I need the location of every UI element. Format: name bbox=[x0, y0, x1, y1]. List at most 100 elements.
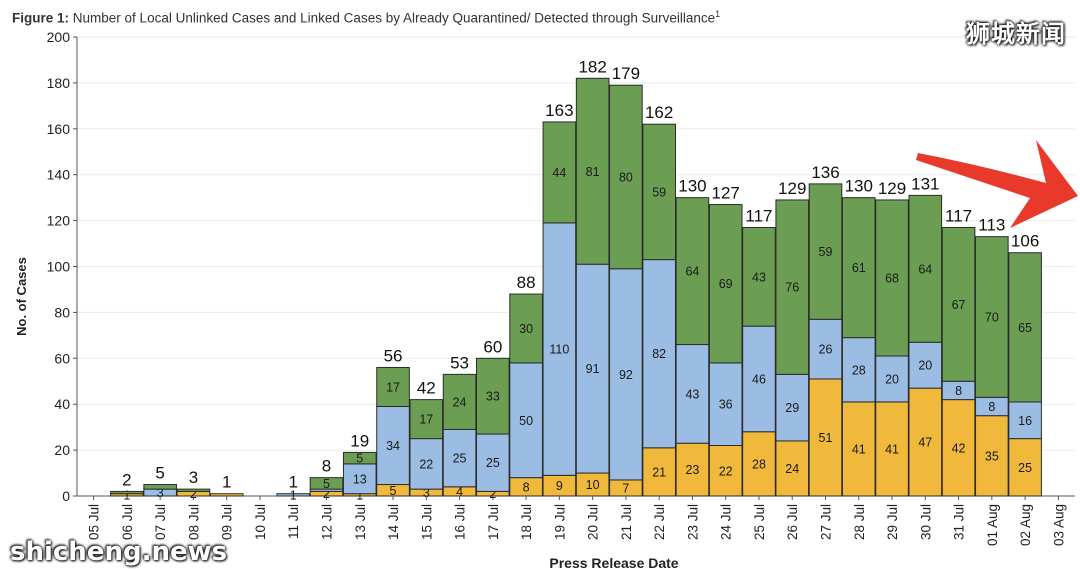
segment-value-label: 61 bbox=[852, 261, 866, 275]
bar-segment bbox=[1008, 401, 1042, 440]
segment-value-label: 8 bbox=[955, 384, 962, 398]
segment-value-label: 13 bbox=[353, 472, 367, 486]
bar-segment bbox=[742, 431, 776, 497]
x-tick-label: 29 Jul bbox=[885, 504, 900, 540]
x-tick-label: 26 Jul bbox=[785, 504, 800, 540]
bar-total-label: 56 bbox=[384, 346, 403, 365]
segment-value-label: 25 bbox=[1018, 461, 1032, 475]
bar-segment bbox=[575, 77, 610, 265]
segment-value-label: 33 bbox=[486, 390, 500, 404]
segment-value-label: 1 bbox=[123, 488, 130, 502]
bar-total-label: 131 bbox=[911, 174, 939, 193]
x-tick-label: 14 Jul bbox=[386, 504, 401, 540]
segment-value-label: 41 bbox=[852, 442, 866, 456]
segment-value-label: 4 bbox=[456, 485, 463, 499]
bar-total-label: 136 bbox=[811, 163, 839, 182]
segment-value-label: 65 bbox=[1018, 321, 1032, 335]
bar-total-label: 117 bbox=[945, 206, 972, 225]
bar-segment bbox=[642, 259, 676, 449]
bar-total-label: 117 bbox=[745, 206, 772, 225]
bar-segment bbox=[975, 415, 1009, 497]
bar-segment bbox=[1008, 438, 1042, 497]
segment-value-label: 20 bbox=[885, 372, 899, 386]
x-tick-label: 31 Jul bbox=[952, 504, 967, 540]
x-tick-label: 20 Jul bbox=[586, 504, 601, 540]
bar-total-label: 60 bbox=[483, 337, 502, 356]
segment-value-label: 80 bbox=[619, 170, 633, 184]
y-tick-label: 80 bbox=[54, 304, 70, 320]
x-tick-label: 08 Jul bbox=[186, 504, 201, 540]
segment-value-label: 43 bbox=[685, 387, 699, 401]
y-axis-title: No. of Cases bbox=[14, 257, 29, 336]
segment-value-label: 5 bbox=[390, 484, 397, 498]
segment-value-label: 2 bbox=[190, 487, 197, 501]
bar-segment bbox=[642, 123, 676, 261]
segment-value-label: 30 bbox=[519, 322, 533, 336]
bar-segment bbox=[409, 438, 444, 490]
bar-total-label: 1 bbox=[222, 473, 231, 492]
y-tick-label: 60 bbox=[54, 350, 70, 366]
bar-segment bbox=[708, 204, 743, 364]
segment-value-label: 22 bbox=[719, 464, 733, 478]
y-tick-label: 0 bbox=[62, 488, 70, 504]
bar-segment bbox=[808, 318, 843, 380]
bar-segment bbox=[975, 236, 1009, 398]
x-tick-label: 01 Aug bbox=[985, 504, 1000, 546]
x-tick-label: 13 Jul bbox=[353, 504, 368, 540]
x-tick-label: 30 Jul bbox=[918, 504, 933, 540]
bar-segment bbox=[875, 199, 909, 357]
bar-total-label: 42 bbox=[417, 379, 436, 398]
x-tick-label: 15 Jul bbox=[419, 504, 434, 540]
bar-segment bbox=[908, 387, 943, 497]
segment-value-label: 76 bbox=[785, 281, 799, 295]
segment-value-label: 92 bbox=[619, 368, 633, 382]
bar-segment bbox=[176, 488, 211, 492]
segment-value-label: 59 bbox=[652, 185, 666, 199]
segment-value-label: 81 bbox=[586, 165, 600, 179]
bar-total-label: 53 bbox=[450, 353, 469, 372]
segment-value-label: 25 bbox=[486, 456, 500, 470]
x-tick-label: 22 Jul bbox=[652, 504, 667, 540]
bar-segment bbox=[808, 183, 843, 320]
bar-segment bbox=[209, 493, 244, 497]
x-tick-label: 07 Jul bbox=[153, 504, 168, 540]
segment-value-label: 64 bbox=[685, 265, 699, 279]
segment-value-label: 1 bbox=[356, 488, 363, 502]
bar-total-label: 8 bbox=[322, 457, 331, 476]
segment-value-label: 41 bbox=[885, 442, 899, 456]
segment-value-label: 47 bbox=[918, 436, 932, 450]
bar-segment bbox=[309, 477, 344, 490]
segment-value-label: 68 bbox=[885, 271, 899, 285]
segment-value-label: 34 bbox=[386, 439, 400, 453]
x-tick-label: 11 Jul bbox=[286, 504, 301, 539]
x-tick-label: 24 Jul bbox=[719, 504, 734, 540]
x-tick-label: 21 Jul bbox=[619, 504, 634, 540]
bar-segment bbox=[941, 399, 976, 497]
bar-segment bbox=[575, 263, 610, 474]
y-tick-label: 140 bbox=[47, 167, 71, 183]
segment-value-label: 67 bbox=[952, 298, 966, 312]
y-tick-label: 160 bbox=[47, 121, 71, 137]
bar-segment bbox=[875, 401, 909, 497]
bar-total-label: 129 bbox=[778, 179, 806, 198]
x-tick-label: 06 Jul bbox=[120, 504, 135, 540]
bar-segment bbox=[775, 199, 810, 375]
segment-value-label: 10 bbox=[586, 478, 600, 492]
bar-segment bbox=[841, 401, 876, 497]
red-arrow-icon bbox=[916, 140, 1078, 228]
segment-value-label: 24 bbox=[453, 395, 467, 409]
bar-segment bbox=[908, 194, 943, 343]
bar-total-label: 1 bbox=[288, 473, 297, 492]
segment-value-label: 8 bbox=[523, 480, 530, 494]
segment-value-label: 2 bbox=[323, 487, 330, 501]
segment-value-label: 29 bbox=[785, 401, 799, 415]
bar-segment bbox=[675, 197, 710, 346]
bar-total-label: 5 bbox=[155, 464, 164, 483]
bar-total-label: 127 bbox=[712, 184, 740, 203]
bar-segment bbox=[110, 490, 144, 495]
bar-total-label: 179 bbox=[612, 64, 640, 83]
bar-segment bbox=[908, 341, 943, 389]
segment-value-label: 70 bbox=[985, 310, 999, 324]
y-tick-label: 180 bbox=[47, 75, 71, 91]
segment-value-label: 3 bbox=[157, 486, 164, 500]
